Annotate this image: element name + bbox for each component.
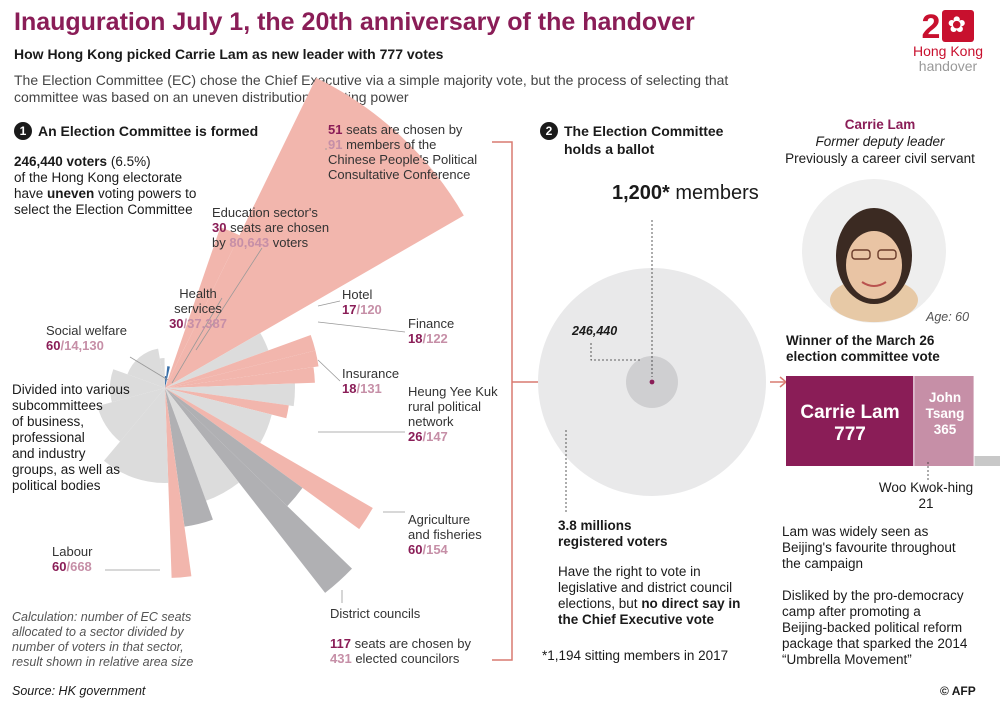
bar-label-tsang: John Tsang 365	[925, 390, 965, 437]
page-title: Inauguration July 1, the 20th anniversar…	[14, 8, 695, 36]
favourite-text: Lam was widely seen as Beijing's favourit…	[782, 524, 992, 572]
wedge-gray-9	[110, 369, 165, 403]
voters-summary: 246,440 voters (6.5%) of the Hong Kong e…	[14, 154, 197, 217]
page-subtitle: How Hong Kong picked Carrie Lam as new l…	[14, 46, 444, 62]
label-education: Education sector's 30 seats are chosen b…	[212, 205, 330, 250]
umbrella-text: Disliked by the pro-democracy camp after …	[782, 588, 992, 668]
umbrella-line: Beijing-backed political reform	[782, 620, 963, 635]
calc-note-line: allocated to a sector divided by	[12, 625, 184, 639]
voting-rights-text: Have the right to vote in legislative an…	[558, 564, 741, 627]
pointer-lines	[105, 148, 406, 603]
step1-heading: 1 An Election Committee is formed	[14, 122, 258, 140]
vote-bars	[786, 376, 1000, 466]
label-district-councils: District councils 117 seats are chosen b…	[330, 606, 471, 666]
subcommittees-line: political bodies	[12, 478, 101, 493]
subcommittees-line: groups, as well as	[12, 462, 121, 477]
subcommittees-line: subcommittees	[12, 398, 103, 413]
umbrella-line: package that sparked the 2014	[782, 636, 968, 651]
wedge-gray-5	[165, 388, 239, 501]
vote-bar-woo	[974, 456, 1000, 466]
label-finance: Finance 18/122	[408, 316, 455, 346]
label-insurance: Insurance 18/131	[342, 366, 400, 396]
label-social-welfare: Social welfare 60/14,130	[46, 323, 127, 353]
vote-bar-lam	[786, 376, 914, 466]
calculation-note: Calculation: number of EC seats allocated…	[12, 610, 252, 670]
bar-label-woo: Woo Kwok-hing 21	[878, 480, 974, 511]
step-badge-1: 1	[14, 122, 32, 140]
wedge-gray-2	[165, 383, 295, 407]
age-label: Age: 60	[926, 310, 970, 324]
wedge-gray-6	[165, 388, 213, 527]
label-cppcc: 51 seats are chosen by 91 members of the…	[328, 122, 478, 182]
source-note: Source: HK government	[12, 684, 146, 698]
calc-note-line: number of voters in that sector,	[12, 640, 184, 654]
members-count: 1,200* members	[612, 182, 759, 204]
wedge-gray-4	[165, 388, 303, 507]
handover-logo: 2 Hong Kong handover	[908, 10, 988, 80]
wedge-gray-7	[103, 388, 169, 483]
calc-note-line: Calculation: number of EC seats	[12, 610, 192, 624]
subcommittees-line: of business,	[12, 414, 85, 429]
sector-wedges	[97, 77, 464, 593]
subcommittees-line: and industry	[12, 446, 86, 461]
afp-credit: © AFP	[940, 684, 976, 698]
subcommittees-line: Divided into various	[12, 382, 130, 397]
members-footnote: *1,194 sitting members in 2017	[542, 648, 729, 663]
winner-text: Winner of the March 26 election committe…	[786, 333, 940, 364]
calc-note-line: result shown in relative area size	[12, 655, 194, 669]
wedge-health	[165, 366, 170, 388]
portrait-avatar	[830, 208, 918, 322]
subcommittees-note: Divided into various subcommittees of busi…	[12, 382, 152, 494]
label-labour: Labour 60/668	[52, 544, 93, 574]
wedge-agriculture	[165, 388, 373, 530]
vote-bar-tsang	[914, 376, 974, 466]
favourite-line: Lam was widely seen as	[782, 524, 929, 539]
label-agriculture: Agriculture and fisheries 60/154	[408, 512, 482, 557]
wedge-gray-11	[159, 358, 165, 388]
wedge-insurance	[165, 367, 315, 388]
umbrella-line: camp after promoting a	[782, 604, 921, 619]
bar-label-lam: Carrie Lam 777	[800, 402, 900, 445]
wedge-gray-3	[165, 388, 272, 443]
step2-heading: 2 The Election Committee holds a ballot	[540, 122, 723, 158]
label-heung-yee-kuk: Heung Yee Kuk rural political network 26…	[408, 384, 498, 444]
wedge-hotel	[165, 335, 316, 388]
wedge-district-councils	[165, 388, 352, 593]
favourite-line: Beijing's favourite throughout	[782, 540, 956, 555]
umbrella-line: “Umbrella Movement”	[782, 652, 912, 667]
wedge-gray-10	[127, 348, 165, 388]
ec-members-dot	[649, 379, 655, 385]
wedge-finance	[165, 350, 319, 388]
wedge-heung-yee-kuk	[165, 388, 289, 419]
umbrella-line: Disliked by the pro-democracy	[782, 588, 964, 603]
candidate-profile: Carrie Lam Former deputy leader Previous…	[785, 117, 975, 166]
favourite-line: the campaign	[782, 556, 864, 571]
ec-voters-label: 246,440	[572, 324, 618, 338]
wedge-gray-1	[165, 333, 269, 388]
bauhinia-flag-icon	[942, 10, 975, 42]
step-badge-2: 2	[540, 122, 558, 140]
wedge-gray-8	[97, 388, 165, 442]
label-health: Health services 30/37,387	[169, 286, 227, 331]
wedge-cppcc	[165, 77, 464, 389]
label-hotel: Hotel 17/120	[342, 287, 382, 317]
registered-voters-label: 3.8 millions registered voters	[558, 518, 668, 549]
wedge-education	[165, 227, 240, 388]
subcommittees-line: professional	[12, 430, 85, 445]
wedge-labour	[165, 388, 192, 578]
